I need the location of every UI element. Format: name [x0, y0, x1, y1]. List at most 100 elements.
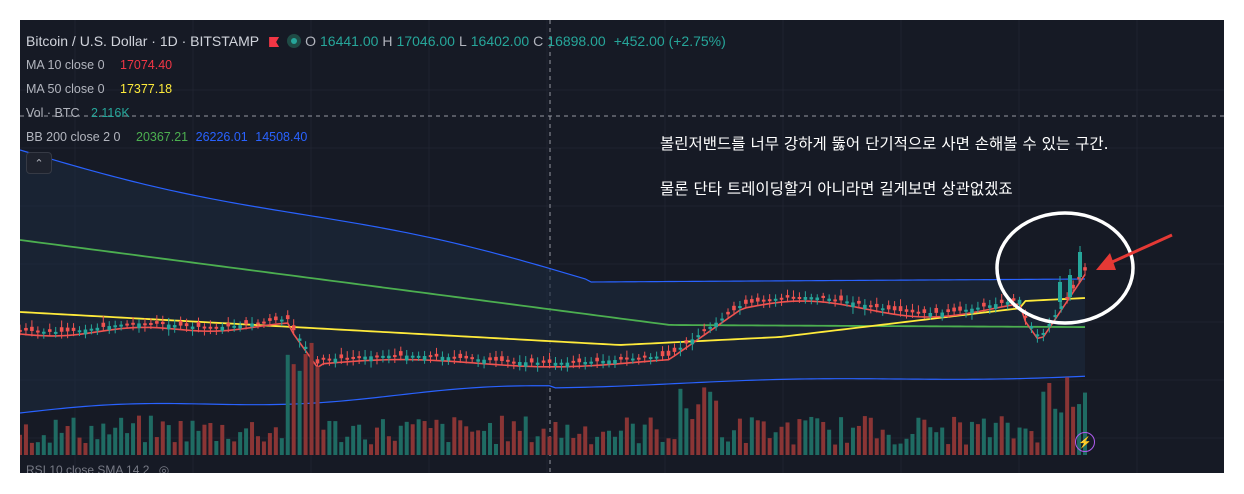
volume-bar [618, 430, 623, 455]
ohlc-value-h: 17046.00 [396, 33, 455, 49]
volume-bar [726, 441, 731, 455]
candle-body [964, 309, 968, 312]
volume-bar [547, 436, 552, 455]
symbol-title[interactable]: Bitcoin / U.S. Dollar · 1D · BITSTAMP [26, 33, 260, 49]
candle-body [720, 318, 724, 321]
volume-bar [351, 425, 356, 455]
candle-body [684, 340, 689, 344]
candle-body [1047, 324, 1052, 327]
candle-body [631, 358, 635, 361]
candle-body [71, 327, 76, 331]
eye-off-icon[interactable]: ◎ [158, 463, 170, 473]
ohlc-values: O 16441.00 H 17046.00 L 16402.00 C 16898.00 [305, 33, 610, 49]
volume-bar [571, 437, 576, 455]
volume-value: 2.116K [90, 106, 130, 120]
candle-body [946, 309, 950, 313]
volume-label: Vol · BTC [26, 106, 80, 120]
candle-body [613, 360, 617, 364]
candle-body [857, 300, 861, 304]
volume-bar [684, 408, 689, 455]
candle-body [1058, 282, 1062, 302]
legend-volume[interactable]: Vol · BTC 2.116K [26, 106, 134, 120]
volume-bar [886, 434, 891, 455]
lightning-icon[interactable]: ⚡ [1075, 432, 1095, 452]
volume-bar [488, 422, 493, 455]
candle-body [393, 355, 397, 358]
annotation-line-1: 볼린저밴드를 너무 강하게 뚫어 단기적으로 사면 손해볼 수 있는 구간. [660, 135, 1109, 153]
volume-bar [743, 442, 748, 455]
candle-body [553, 362, 558, 366]
candle-body [910, 309, 915, 313]
volume-bar [386, 436, 391, 455]
candle-body [809, 297, 814, 300]
candle-body [666, 350, 671, 356]
volume-bar [285, 354, 290, 455]
volume-bar [410, 424, 415, 455]
volume-bar [624, 417, 629, 455]
candle-body [184, 323, 189, 327]
volume-bar [636, 443, 641, 455]
volume-bar [660, 441, 665, 455]
volume-bar [559, 437, 564, 455]
volume-bar [398, 425, 403, 455]
candle-body [1011, 298, 1016, 301]
candle-body [238, 325, 242, 329]
volume-bar [928, 427, 933, 455]
candle-body [1029, 326, 1034, 329]
candle-body [244, 320, 248, 325]
candle-body [274, 316, 278, 321]
legend-ma50[interactable]: MA 50 close 0 17377.18 [26, 82, 176, 96]
candle-body [648, 357, 653, 360]
volume-bar [517, 430, 522, 455]
candle-body [755, 297, 760, 302]
candle-body [416, 355, 421, 358]
volume-bar [666, 438, 671, 455]
volume-bar [714, 400, 719, 455]
candle-body [589, 361, 593, 364]
volume-bar [440, 423, 445, 455]
candle-body [303, 346, 308, 349]
volume-bar [309, 342, 314, 455]
volume-bar [499, 415, 504, 455]
candle-body [333, 358, 338, 363]
candle-body [738, 306, 742, 309]
price-chart[interactable] [20, 20, 1224, 473]
candle-body [500, 356, 504, 361]
collapse-legend-button[interactable]: ⌃ [26, 152, 52, 174]
symbol-header: Bitcoin / U.S. Dollar · 1D · BITSTAMP O 16… [26, 33, 730, 49]
volume-bar [845, 442, 850, 455]
candle-body [833, 299, 837, 302]
candle-body [886, 305, 891, 310]
volume-bar [535, 436, 540, 455]
ma50-value: 17377.18 [120, 82, 173, 96]
rsi-pane-label[interactable]: RSI 10 close SMA 14 2 ◎ [26, 463, 169, 473]
candle-body [387, 355, 391, 359]
ohlc-key-c: C [533, 33, 544, 49]
volume-bar [898, 443, 903, 455]
candle-body [20, 329, 22, 332]
candle-body [506, 359, 510, 362]
volume-bar [327, 420, 332, 455]
annotation-line-2: 물론 단타 트레이딩할거 아니라면 길게보면 상관없겠죠 [660, 180, 1013, 198]
volume-bar [339, 442, 344, 455]
price-change: +452.00 (+2.75%) [613, 33, 726, 49]
candle-body [143, 323, 147, 326]
candle-body [880, 308, 885, 311]
candle-body [815, 297, 820, 301]
candle-body [744, 299, 748, 304]
candle-body [166, 324, 171, 330]
volume-bar [363, 439, 368, 455]
volume-bar [821, 421, 826, 455]
volume-bar [142, 442, 147, 455]
candle-body [220, 326, 225, 331]
candle-body [428, 355, 433, 358]
flag-icon[interactable] [269, 37, 280, 47]
volume-bar [952, 416, 957, 455]
chart-window[interactable]: Bitcoin / U.S. Dollar · 1D · BITSTAMP O 16… [20, 20, 1224, 473]
volume-bar [809, 416, 814, 455]
legend-ma10[interactable]: MA 10 close 0 17074.40 [26, 58, 176, 72]
legend-bollinger[interactable]: BB 200 close 2 0 20367.21 26226.01 14508… [26, 130, 311, 144]
volume-bar [678, 388, 683, 455]
candle-body [214, 326, 219, 329]
volume-bar [1023, 428, 1028, 455]
